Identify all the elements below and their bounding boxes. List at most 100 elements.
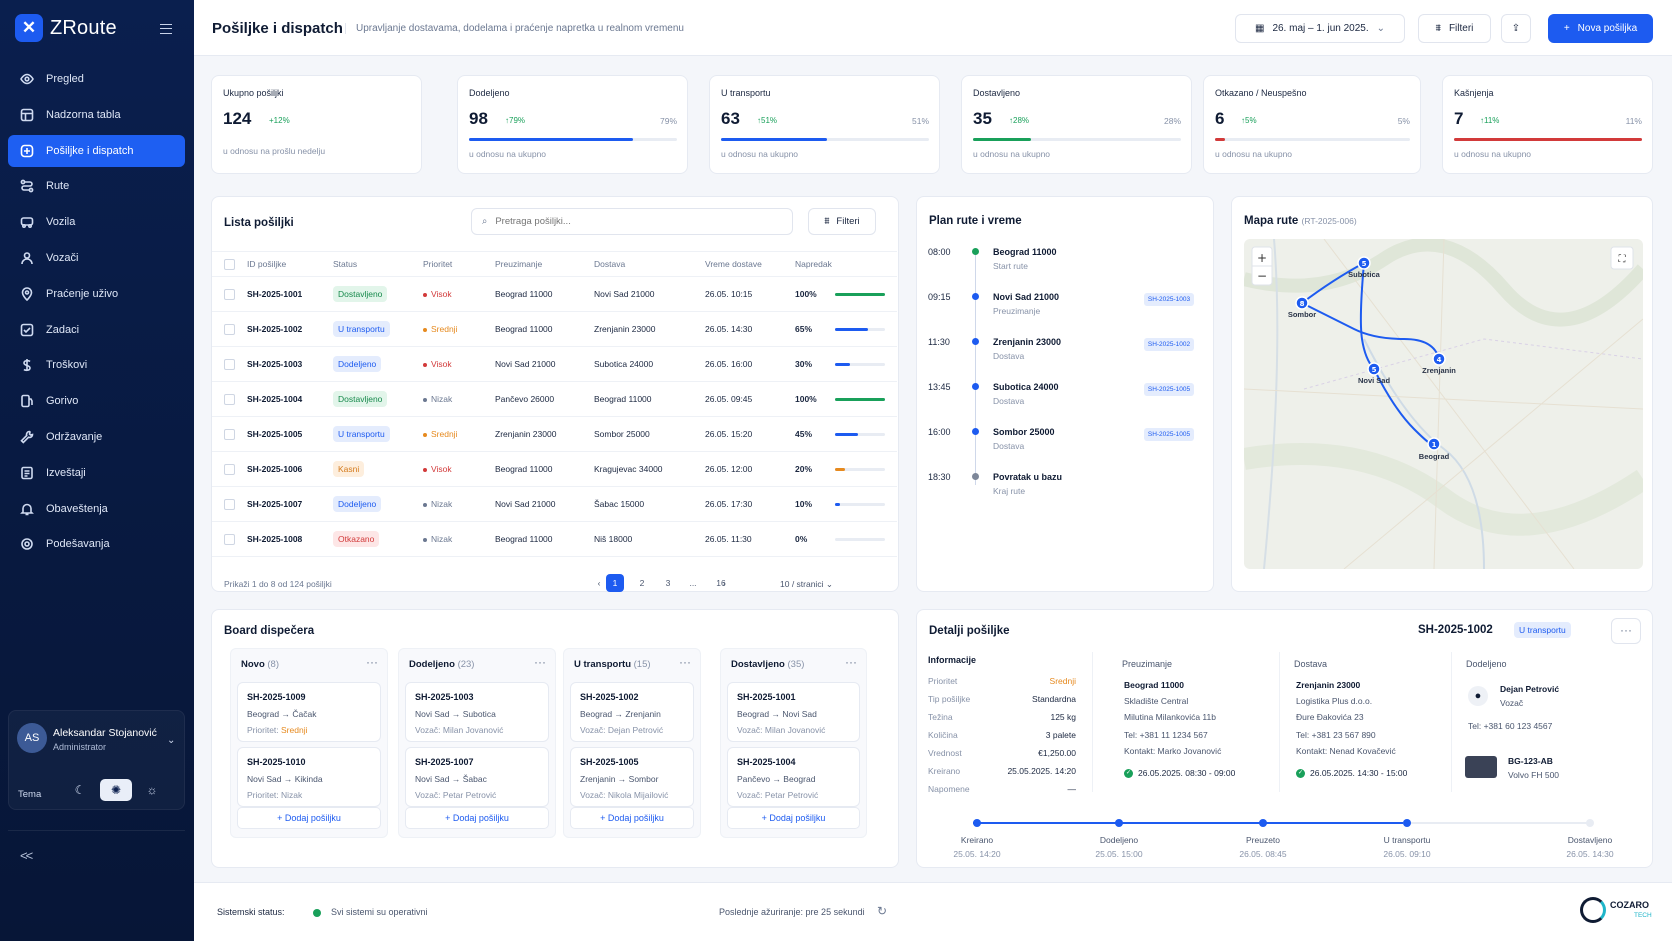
board-card[interactable]: SH-2025-1003 Novi Sad → Subotica Vozač: Mi… [405,682,549,742]
sidebar-item-1[interactable]: Nadzorna tabla [8,99,185,131]
search-input[interactable] [495,216,756,227]
board-card[interactable]: SH-2025-1010 Novi Sad → Kikinda Prioritet:… [237,747,381,807]
page-button[interactable]: 3 [665,578,671,588]
page-button[interactable]: 2 [639,578,645,588]
moon-icon[interactable]: ☾ [74,783,86,797]
board-card[interactable]: SH-2025-1002 Beograd → Zrenjanin Vozač: De… [570,682,694,742]
col-delivery[interactable]: Dostava [594,251,705,277]
timeline-tag[interactable]: SH-2025-1003 [1144,293,1194,306]
next-page-icon[interactable]: › [722,578,726,588]
row-id[interactable]: SH-2025-1002 [247,311,333,347]
map-marker-3[interactable] [1367,362,1381,376]
board-card[interactable]: SH-2025-1001 Beograd → Novi Sad Vozač: Mil… [727,682,860,742]
col-time[interactable]: Vreme dostave [705,251,795,277]
fullscreen-button[interactable] [1610,246,1634,270]
column-more-icon[interactable]: ··· [366,655,378,669]
sidebar-item-0[interactable]: Pregled [8,63,185,95]
add-shipment-button[interactable]: + Dodaj pošiljku [570,807,694,829]
kpi-card-3[interactable]: Dostavljeno 35 ↑28% 28% u odnosu na ukupno [961,75,1192,174]
export-button[interactable]: ⇪ [1501,14,1531,43]
row-select-cell[interactable] [212,276,247,312]
prev-page-icon[interactable]: ‹ [597,578,601,588]
sidebar-item-13[interactable]: Podešavanja [8,528,185,560]
row-checkbox[interactable] [224,463,235,475]
row-checkbox[interactable] [224,323,235,335]
page-button[interactable]: 1 [606,574,624,592]
sidebar-item-4[interactable]: Vozila [8,206,185,238]
column-more-icon[interactable]: ··· [679,655,691,669]
chevron-down-icon[interactable]: ⌄ [167,735,176,746]
board-card[interactable]: SH-2025-1005 Zrenjanin → Sombor Vozač: Nik… [570,747,694,807]
sidebar-item-2[interactable]: Pošiljke i dispatch [8,134,185,167]
user-card[interactable]: AS Aleksandar Stojanović Administrator ⌄… [8,710,185,810]
date-range-picker[interactable]: ▦ 26. maj – 1. jun 2025. ⌄ [1235,14,1405,43]
board-card[interactable]: SH-2025-1004 Pančevo → Beograd Vozač: Peta… [727,747,860,807]
sidebar-item-6[interactable]: Praćenje uživo [8,278,185,310]
collapse-sidebar-icon[interactable]: << [20,848,33,863]
row-select-cell[interactable] [212,381,247,417]
kpi-card-4[interactable]: Otkazano / Neuspešno 6 ↑5% 5% u odnosu na uk… [1203,75,1421,174]
row-checkbox[interactable] [224,498,235,510]
row-select-cell[interactable] [212,346,247,382]
row-id[interactable]: SH-2025-1007 [247,486,333,522]
sidebar-item-3[interactable]: Rute [8,170,185,202]
row-checkbox[interactable] [224,393,235,405]
board-card[interactable]: SH-2025-1007 Novi Sad → Šabac Vozač: Petar… [405,747,549,807]
sun-outline-icon[interactable]: ☼ [146,783,158,797]
row-checkbox[interactable] [224,288,235,300]
row-select-cell[interactable] [212,311,247,347]
row-checkbox[interactable] [224,533,235,545]
column-more-icon[interactable]: ··· [845,655,857,669]
page-button[interactable]: ... [689,578,697,588]
row-select-cell[interactable] [212,521,247,557]
map-marker-4[interactable] [1427,437,1441,451]
refresh-icon[interactable]: ↻ [877,904,888,918]
sun-icon[interactable]: ✺ [100,779,132,801]
list-filters-button[interactable]: ⩩ Filteri [808,208,876,235]
sidebar-item-7[interactable]: Zadaci [8,314,185,346]
timeline-tag[interactable]: SH-2025-1002 [1144,338,1194,351]
search-box[interactable]: ⌕ [471,208,793,235]
row-id[interactable]: SH-2025-1005 [247,416,333,452]
col-progress[interactable]: Napredak [795,251,897,277]
page-button[interactable]: 16 [716,578,726,588]
table-row[interactable]: SH-2025-1004 Dostavljeno Nizak Pančevo 2600… [212,381,897,417]
sidebar-item-12[interactable]: Obaveštenja [8,493,185,525]
route-map[interactable]: 5 Subotica 8 Sombor 4 Zrenjanin 5 Novi Sad 1 Beog… [1244,239,1643,569]
menu-toggle-icon[interactable] [160,24,172,34]
table-row[interactable]: SH-2025-1001 Dostavljeno Visok Beograd 1100… [212,276,897,312]
filters-button[interactable]: ⩩ Filteri [1418,14,1491,43]
board-card[interactable]: SH-2025-1009 Beograd → Čačak Prioritet: Sr… [237,682,381,742]
row-id[interactable]: SH-2025-1001 [247,276,333,312]
add-shipment-button[interactable]: + Dodaj pošiljku [727,807,860,829]
row-checkbox[interactable] [224,358,235,370]
details-more-icon[interactable]: ··· [1611,618,1641,644]
col-priority[interactable]: Prioritet [423,251,495,277]
column-more-icon[interactable]: ··· [534,655,546,669]
select-all-header[interactable] [212,251,247,277]
table-row[interactable]: SH-2025-1002 U transportu Srednji Beograd 1… [212,311,897,347]
map-marker-0[interactable] [1357,256,1371,270]
map-marker-1[interactable] [1295,296,1309,310]
new-shipment-button[interactable]: + Nova pošiljka [1548,14,1653,43]
zoom-in-icon[interactable]: + [1257,251,1267,265]
table-row[interactable]: SH-2025-1003 Dodeljeno Visok Novi Sad 21000… [212,346,897,382]
row-select-cell[interactable] [212,451,247,487]
driver-name[interactable]: Dejan Petrović [1500,684,1560,694]
row-select-cell[interactable] [212,486,247,522]
map-marker-2[interactable] [1432,352,1446,366]
kpi-card-0[interactable]: Ukupno pošiljki 124 +12% u odnosu na prošlu… [211,75,422,174]
table-row[interactable]: SH-2025-1006 Kasni Visok Beograd 11000 Kragu… [212,451,897,487]
add-shipment-button[interactable]: + Dodaj pošiljku [405,807,549,829]
table-row[interactable]: SH-2025-1007 Dodeljeno Nizak Novi Sad 21000… [212,486,897,522]
sidebar-item-8[interactable]: Troškovi [8,349,185,381]
kpi-card-1[interactable]: Dodeljeno 98 ↑79% 79% u odnosu na ukupno [457,75,688,174]
sidebar-item-5[interactable]: Vozači [8,242,185,274]
sidebar-item-10[interactable]: Održavanje [8,421,185,453]
per-page-select[interactable]: 10 / stranici ⌄ [780,579,833,590]
timeline-tag[interactable]: SH-2025-1005 [1144,383,1194,396]
row-id[interactable]: SH-2025-1004 [247,381,333,417]
row-select-cell[interactable] [212,416,247,452]
col-id[interactable]: ID pošiljke [247,251,333,277]
table-row[interactable]: SH-2025-1008 Otkazano Nizak Beograd 11000 Ni… [212,521,897,557]
